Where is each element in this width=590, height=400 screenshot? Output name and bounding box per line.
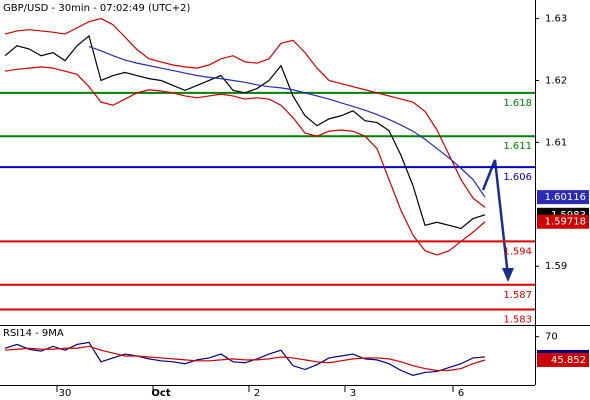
value-label: 45.852 xyxy=(551,355,586,366)
value-label-box xyxy=(537,214,589,229)
level-label: 1.611 xyxy=(503,141,532,152)
rsi-line xyxy=(4,341,486,376)
forecast-arrow xyxy=(481,159,510,277)
x-tick-label: 6 xyxy=(458,388,464,399)
price-line xyxy=(88,45,486,198)
x-tick-label: 2 xyxy=(254,388,260,399)
level-label: 1.583 xyxy=(503,315,532,326)
rsi-title: RSI14 - 9MA xyxy=(3,328,64,339)
value-label: 1.59718 xyxy=(545,217,586,228)
price-line xyxy=(4,66,486,256)
chart-title: GBP/USD - 30min - 07:02:49 (UTC+2) xyxy=(3,3,190,14)
x-tick-label: Oct xyxy=(151,388,170,399)
level-label: 1.606 xyxy=(503,172,532,183)
x-tick-label: 3 xyxy=(350,388,356,399)
y-tick-label: 1.62 xyxy=(545,75,567,86)
value-label-box xyxy=(537,190,589,205)
level-label: 1.587 xyxy=(503,290,532,301)
y-tick-label: 1.63 xyxy=(545,14,567,25)
level-label: 1.618 xyxy=(503,98,532,109)
value-label-box xyxy=(537,353,589,368)
price-line xyxy=(4,17,486,208)
value-label: 1.60116 xyxy=(545,192,586,203)
y-tick-label: 1.59 xyxy=(545,261,567,272)
y-tick-label: 1.61 xyxy=(545,137,567,148)
forecast-arrowhead xyxy=(502,268,514,282)
rsi-y-tick-label: 70 xyxy=(545,332,558,343)
price-line xyxy=(4,34,486,230)
rsi-line xyxy=(4,345,486,372)
x-tick-label: 30 xyxy=(59,388,72,399)
level-label: 1.594 xyxy=(503,246,532,257)
